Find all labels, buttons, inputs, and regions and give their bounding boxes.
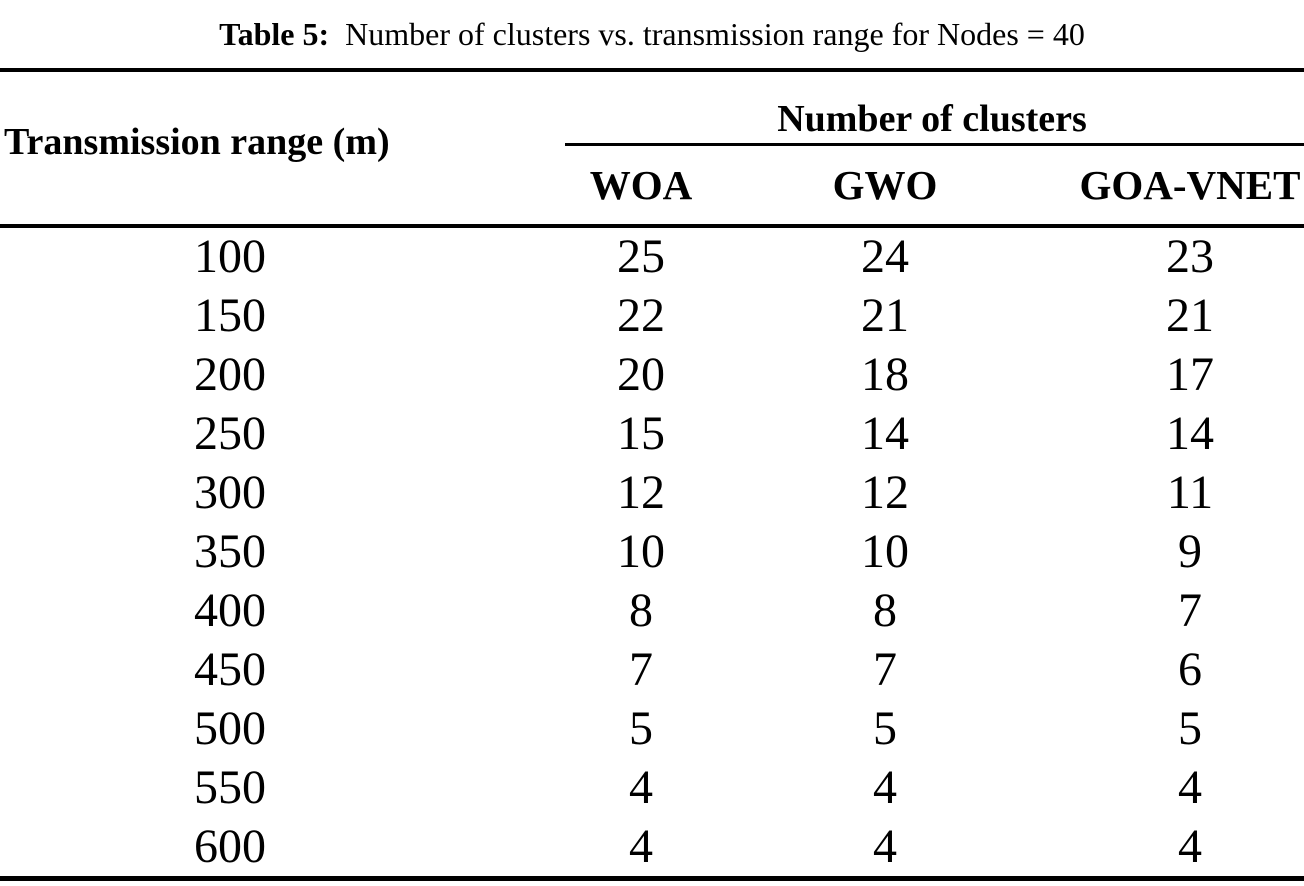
cell-woa: 4: [629, 819, 653, 873]
cell-gwo: 21: [861, 289, 909, 343]
table-bottom-rule: [0, 876, 1304, 881]
column-header-transmission-range: Transmission range (m): [4, 121, 390, 163]
column-header-gwo: GWO: [832, 162, 938, 208]
cell-gwo: 5: [873, 701, 897, 755]
table-row: 100 25 24 23: [0, 228, 1304, 287]
cell-goa-vnet: 11: [1166, 466, 1214, 520]
cell-gwo: 4: [873, 760, 897, 814]
clusters-header-group: Number of clusters WOA GWO GOA-VNET: [560, 72, 1304, 224]
cell-woa: 4: [629, 760, 653, 814]
cell-transmission-range: 500: [194, 701, 266, 755]
cell-woa: 7: [629, 642, 653, 696]
cell-woa: 25: [617, 230, 665, 284]
table-row: 200 20 18 17: [0, 346, 1304, 405]
table-row: 550 4 4 4: [0, 758, 1304, 817]
cell-transmission-range: 550: [194, 760, 266, 814]
cell-goa-vnet: 5: [1178, 701, 1202, 755]
column-header-woa: WOA: [589, 162, 693, 208]
cell-gwo: 8: [873, 583, 897, 637]
cell-goa-vnet: 9: [1178, 524, 1202, 578]
table-row: 300 12 12 11: [0, 464, 1304, 523]
table-caption: Table 5: Number of clusters vs. transmis…: [0, 0, 1304, 68]
cell-transmission-range: 450: [194, 642, 266, 696]
cell-transmission-range: 150: [194, 289, 266, 343]
table-header: Transmission range (m) Number of cluster…: [0, 72, 1304, 224]
cell-transmission-range: 350: [194, 524, 266, 578]
cell-gwo: 18: [861, 348, 909, 402]
cell-transmission-range: 300: [194, 466, 266, 520]
cell-transmission-range: 400: [194, 583, 266, 637]
cell-woa: 10: [617, 524, 665, 578]
table-body: 100 25 24 23 150 22 21 21 200 20 18 17 250 15 14 14 300 1…: [0, 228, 1304, 876]
table-row: 150 22 21 21: [0, 287, 1304, 346]
cell-goa-vnet: 17: [1166, 348, 1214, 402]
table-row: 400 8 8 7: [0, 581, 1304, 640]
table-row: 350 10 10 9: [0, 523, 1304, 582]
cell-gwo: 24: [861, 230, 909, 284]
cell-gwo: 12: [861, 466, 909, 520]
cell-woa: 20: [617, 348, 665, 402]
cell-transmission-range: 250: [194, 407, 266, 461]
cell-goa-vnet: 6: [1178, 642, 1202, 696]
cell-goa-vnet: 23: [1166, 230, 1214, 284]
table-row: 450 7 7 6: [0, 640, 1304, 699]
cell-gwo: 14: [861, 407, 909, 461]
sub-header-row: WOA GWO GOA-VNET: [560, 146, 1304, 224]
cell-goa-vnet: 4: [1178, 819, 1202, 873]
cell-gwo: 4: [873, 819, 897, 873]
cell-goa-vnet: 7: [1178, 583, 1202, 637]
cell-gwo: 7: [873, 642, 897, 696]
cell-transmission-range: 200: [194, 348, 266, 402]
table-row: 600 4 4 4: [0, 817, 1304, 876]
cell-woa: 12: [617, 466, 665, 520]
cell-goa-vnet: 21: [1166, 289, 1214, 343]
cell-woa: 15: [617, 407, 665, 461]
cell-woa: 22: [617, 289, 665, 343]
cell-goa-vnet: 14: [1166, 407, 1214, 461]
cell-woa: 8: [629, 583, 653, 637]
group-header-rule: [565, 143, 1304, 146]
table-header-rule: [0, 224, 1304, 228]
table-caption-label: Table 5:: [219, 15, 330, 52]
group-header-number-of-clusters: Number of clusters: [777, 98, 1087, 140]
cell-transmission-range: 100: [194, 230, 266, 284]
table-row: 500 5 5 5: [0, 699, 1304, 758]
cell-goa-vnet: 4: [1178, 760, 1202, 814]
column-header-goa-vnet: GOA-VNET: [1079, 162, 1301, 208]
cell-gwo: 10: [861, 524, 909, 578]
table-top-rule: [0, 68, 1304, 72]
table-row: 250 15 14 14: [0, 405, 1304, 464]
cell-woa: 5: [629, 701, 653, 755]
cell-transmission-range: 600: [194, 819, 266, 873]
table-caption-text: Number of clusters vs. transmission rang…: [345, 15, 1085, 52]
